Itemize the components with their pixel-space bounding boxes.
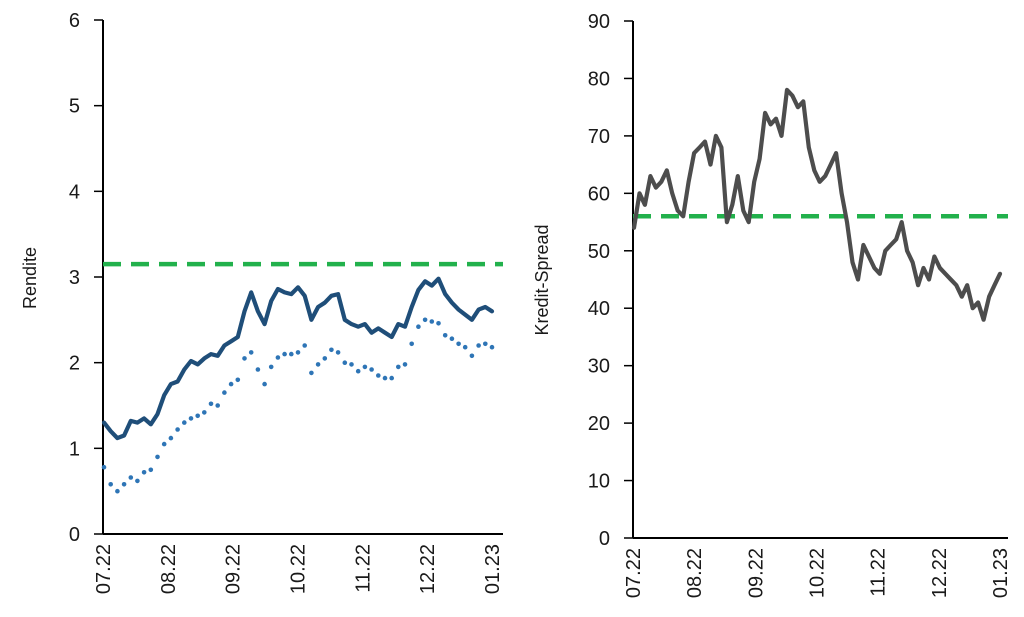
- series-point: [483, 341, 488, 347]
- series-point: [309, 370, 314, 376]
- series-line: [631, 87, 1003, 322]
- series-point: [416, 324, 421, 330]
- series-point: [101, 464, 107, 470]
- series-point: [402, 362, 408, 367]
- series-point: [456, 341, 461, 347]
- x-tick-label: 07.22: [623, 548, 645, 598]
- y-axis-title: Kredit-Spread: [532, 224, 552, 335]
- series-point: [188, 416, 194, 421]
- series-point: [349, 362, 354, 367]
- y-tick-label: 4: [69, 181, 80, 203]
- x-tick-label: 09.22: [745, 548, 767, 598]
- series-point: [489, 344, 495, 350]
- series-point: [155, 454, 160, 460]
- series-point: [436, 321, 441, 326]
- series-point: [208, 401, 214, 407]
- series-line: [101, 276, 495, 441]
- series-point: [121, 482, 127, 487]
- y-axis-title: Rendite: [20, 247, 40, 309]
- series-point: [182, 420, 187, 425]
- series-point: [422, 317, 428, 323]
- series-point: [215, 403, 220, 408]
- series-point: [135, 478, 140, 484]
- series-point: [235, 377, 241, 383]
- series-point: [282, 351, 287, 357]
- series-point: [202, 410, 207, 415]
- series-point: [449, 336, 455, 342]
- x-tick-label: 12.22: [929, 548, 951, 598]
- y-tick-label: 70: [588, 126, 610, 148]
- series-point: [222, 390, 227, 395]
- series-point: [476, 343, 481, 348]
- series-point: [289, 351, 294, 357]
- series-point: [161, 441, 167, 447]
- y-tick-label: 3: [69, 267, 80, 289]
- series-point: [242, 356, 247, 361]
- x-tick-label: 07.22: [93, 544, 115, 594]
- series-point: [369, 367, 374, 372]
- y-tick-label: 80: [588, 68, 610, 90]
- series-point: [115, 488, 120, 494]
- series-point: [148, 467, 154, 473]
- yield-chart: 0 1 2 3 4 5 6 Rendite 07.22 08.22 09.22 10.22 11.22 1…: [20, 10, 504, 594]
- series-point: [376, 373, 381, 378]
- x-tick-label: 01.23: [482, 544, 504, 594]
- series-point: [429, 319, 435, 324]
- series-point: [108, 482, 113, 487]
- series-point: [342, 360, 348, 366]
- series-point: [469, 353, 475, 359]
- series-point: [262, 381, 267, 387]
- series-point: [335, 350, 341, 355]
- x-tick-label: 11.22: [352, 544, 374, 593]
- y-tick-label: 5: [69, 96, 80, 118]
- x-tick-label: 09.22: [223, 544, 245, 594]
- x-tick-label: 11.22: [868, 548, 890, 597]
- x-tick-label: 08.22: [684, 548, 706, 598]
- series-point: [355, 368, 361, 374]
- y-tick-label: 1: [69, 438, 80, 460]
- series-point: [315, 362, 321, 367]
- series-point: [128, 475, 134, 480]
- credit-spread-chart: 0 10 20 30 40 50 60 70 80 90 Kredit-Spread 07.22 08.…: [532, 11, 1012, 598]
- series-point: [195, 413, 200, 419]
- x-tick-label: 01.23: [990, 548, 1012, 598]
- series-point: [168, 435, 174, 441]
- series-point: [389, 375, 395, 381]
- y-tick-label: 2: [69, 353, 80, 375]
- y-tick-label: 40: [588, 298, 610, 320]
- series-point: [141, 470, 147, 475]
- series-point: [228, 381, 234, 387]
- y-tick-label: 60: [588, 183, 610, 205]
- series-point: [442, 333, 448, 338]
- series-point: [295, 350, 301, 355]
- series-point: [409, 341, 415, 347]
- series-point: [362, 364, 368, 370]
- x-tick-label: 08.22: [158, 544, 180, 594]
- y-tick-label: 90: [588, 11, 610, 33]
- y-tick-label: 0: [599, 528, 610, 550]
- y-tick-label: 20: [588, 413, 610, 435]
- series-point: [248, 350, 254, 355]
- y-tick-label: 10: [588, 471, 610, 493]
- y-tick-label: 50: [588, 241, 610, 263]
- series-point: [329, 347, 334, 353]
- series-point: [175, 427, 180, 432]
- series-point: [302, 343, 308, 348]
- x-tick-label: 10.22: [807, 548, 829, 598]
- series-point: [255, 367, 261, 372]
- x-tick-label: 12.22: [417, 544, 439, 594]
- x-tick-label: 10.22: [288, 544, 310, 594]
- series-point: [322, 356, 328, 361]
- y-tick-label: 30: [588, 356, 610, 378]
- series-point: [275, 355, 281, 360]
- y-tick-label: 0: [69, 524, 80, 546]
- series-point: [462, 344, 468, 350]
- series-point: [396, 364, 401, 370]
- series-point: [268, 364, 274, 370]
- series-point: [382, 375, 388, 381]
- y-tick-label: 6: [69, 10, 80, 32]
